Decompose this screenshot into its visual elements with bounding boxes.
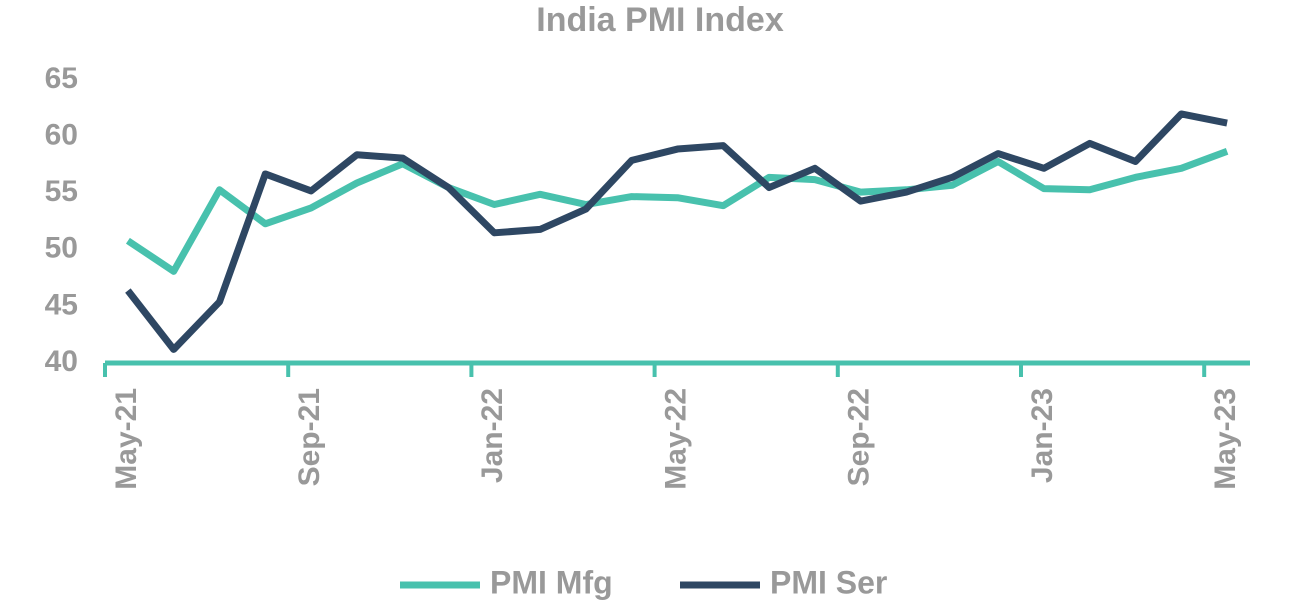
y-tick-label: 50 bbox=[45, 232, 78, 265]
x-tick-label: May-23 bbox=[1209, 388, 1242, 490]
series-line bbox=[125, 110, 1228, 353]
x-tick-label: Sep-22 bbox=[843, 388, 876, 486]
y-tick-label: 60 bbox=[45, 119, 78, 152]
x-tick-label: May-21 bbox=[110, 388, 143, 490]
y-tick-label: 45 bbox=[45, 288, 78, 321]
x-tick-label: Jan-23 bbox=[1026, 388, 1059, 483]
chart-title: India PMI Index bbox=[536, 1, 784, 39]
x-tick-label: Sep-21 bbox=[293, 388, 326, 486]
x-tick-label: May-22 bbox=[659, 388, 692, 490]
legend-label: PMI Mfg bbox=[490, 564, 613, 600]
x-tick-label: Jan-22 bbox=[476, 388, 509, 483]
y-tick-label: 55 bbox=[45, 175, 78, 208]
legend-label: PMI Ser bbox=[770, 564, 887, 600]
y-tick-label: 65 bbox=[45, 62, 78, 95]
y-tick-label: 40 bbox=[45, 345, 78, 378]
series-line bbox=[125, 148, 1229, 275]
